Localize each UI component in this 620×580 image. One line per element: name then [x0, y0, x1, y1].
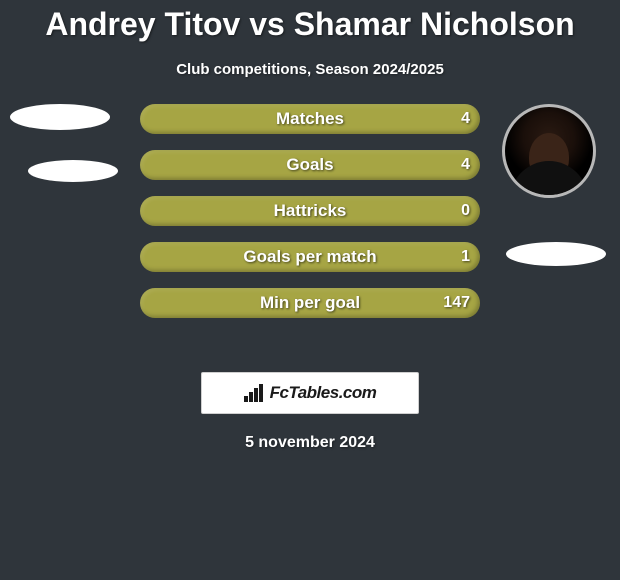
player-right-column — [500, 104, 610, 266]
stat-label: Goals per match — [140, 242, 480, 272]
stat-value-right: 147 — [443, 288, 470, 318]
stat-row: Hattricks0 — [140, 196, 480, 226]
player-right-placeholder — [506, 242, 606, 266]
stat-row: Matches4 — [140, 104, 480, 134]
brand-name: FcTables.com — [270, 383, 377, 403]
stat-value-right: 4 — [461, 104, 470, 134]
brand-box[interactable]: FcTables.com — [201, 372, 419, 414]
stats-stage: Matches4Goals4Hattricks0Goals per match1… — [0, 104, 620, 364]
subtitle: Club competitions, Season 2024/2025 — [0, 61, 620, 78]
stat-value-right: 4 — [461, 150, 470, 180]
stat-label: Hattricks — [140, 196, 480, 226]
stat-label: Matches — [140, 104, 480, 134]
stat-label: Min per goal — [140, 288, 480, 318]
stat-row: Goals4 — [140, 150, 480, 180]
player-left-column — [10, 104, 120, 182]
stat-row: Min per goal147 — [140, 288, 480, 318]
page-title: Andrey Titov vs Shamar Nicholson — [0, 0, 620, 43]
stat-value-right: 0 — [461, 196, 470, 226]
comparison-card: Andrey Titov vs Shamar Nicholson Club co… — [0, 0, 620, 580]
stat-label: Goals — [140, 150, 480, 180]
date: 5 november 2024 — [0, 434, 620, 452]
stat-value-right: 1 — [461, 242, 470, 272]
stat-bars: Matches4Goals4Hattricks0Goals per match1… — [140, 104, 480, 334]
player-left-placeholder-2 — [28, 160, 118, 182]
stat-row: Goals per match1 — [140, 242, 480, 272]
bar-chart-icon — [244, 384, 266, 402]
player-right-avatar — [502, 104, 596, 198]
player-left-placeholder-1 — [10, 104, 110, 130]
